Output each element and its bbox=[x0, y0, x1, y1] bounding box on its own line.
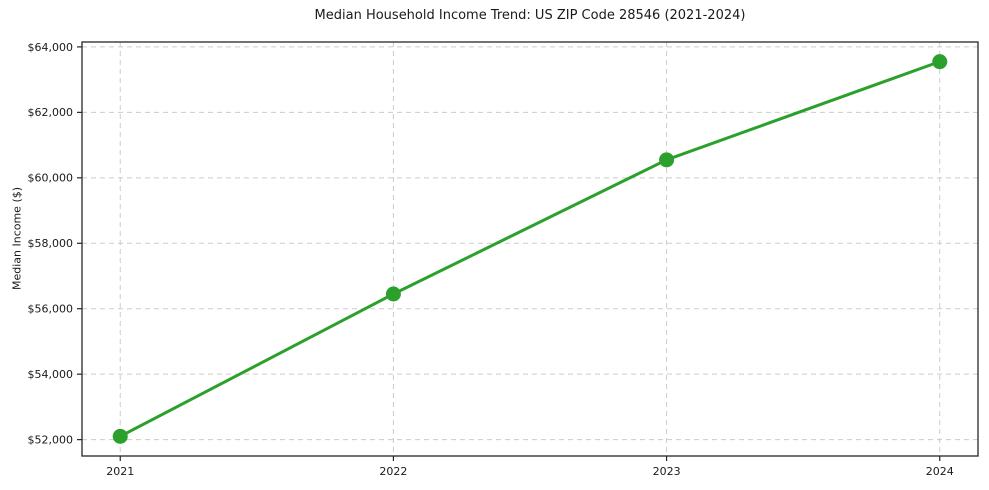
y-tick-label: $52,000 bbox=[28, 433, 74, 446]
y-tick-label: $64,000 bbox=[28, 41, 74, 54]
plot-border bbox=[81, 41, 979, 457]
y-tick-label: $56,000 bbox=[28, 303, 74, 316]
chart-title: Median Household Income Trend: US ZIP Co… bbox=[314, 8, 746, 23]
x-tick-label: 2023 bbox=[653, 465, 681, 478]
y-tick-label: $62,000 bbox=[28, 106, 74, 119]
data-point bbox=[932, 54, 948, 70]
x-tick-label: 2021 bbox=[106, 465, 134, 478]
x-tick-label: 2022 bbox=[379, 465, 407, 478]
y-tick-label: $58,000 bbox=[28, 237, 74, 250]
trend-line bbox=[118, 60, 942, 438]
data-point bbox=[659, 152, 675, 168]
data-point bbox=[385, 286, 401, 302]
data-point bbox=[112, 428, 128, 444]
y-tick-label: $54,000 bbox=[28, 368, 74, 381]
x-tick-label: 2024 bbox=[926, 465, 954, 478]
y-tick-label: $60,000 bbox=[28, 172, 74, 185]
